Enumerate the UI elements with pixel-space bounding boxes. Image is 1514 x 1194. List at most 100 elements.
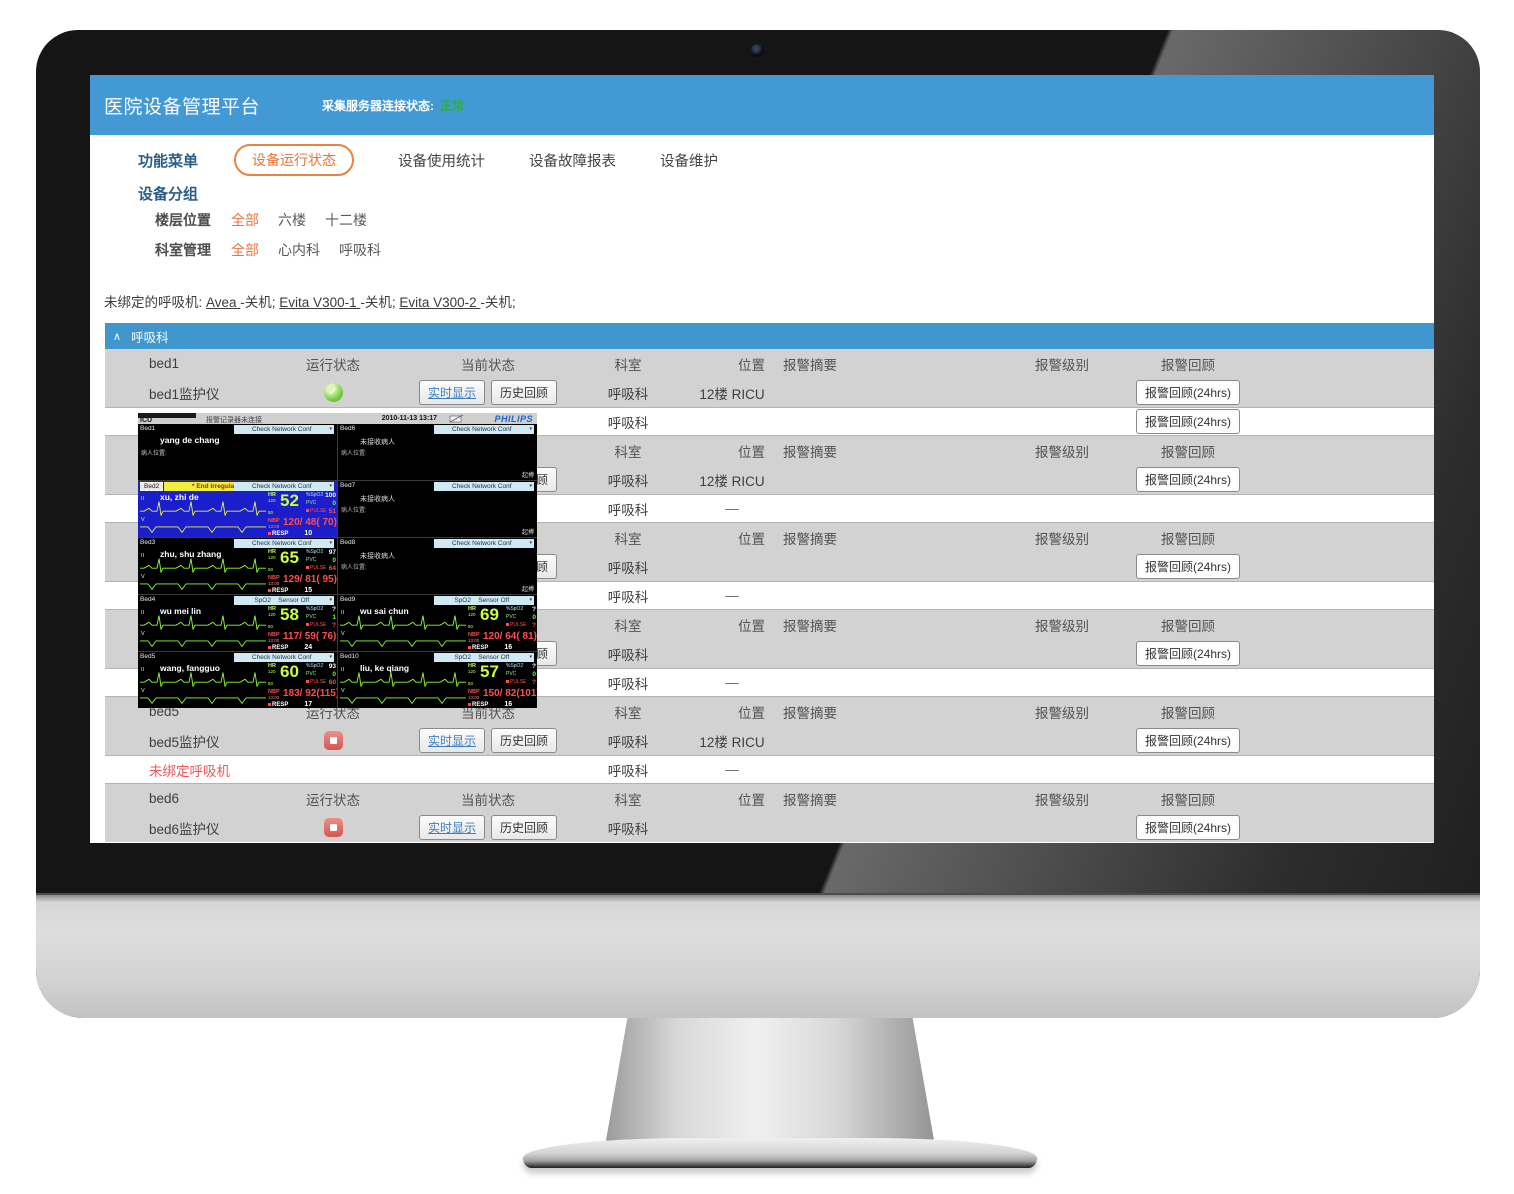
patient-name: liu, ke qiang (360, 663, 410, 673)
no-patient-label: 未接收病人 (360, 439, 395, 446)
bed-dropdown[interactable]: Check Network Conf ▾ (434, 425, 534, 434)
monitor-bed-tile: Bed5 Check Network Conf ▾ wang, fangguo II V H… (138, 652, 337, 708)
device-department: 呼吸科 (607, 821, 649, 837)
pulse-row: PULSE? (506, 678, 536, 686)
ventilator-state: -关机; (480, 295, 516, 310)
alarm-review-24hrs-button[interactable]: 报警回顾(24hrs) (1135, 815, 1240, 840)
hr-limit-high: 120 (268, 669, 276, 674)
realtime-display-button[interactable]: 实时显示 (418, 815, 485, 840)
alarm-review-24hrs-button[interactable]: 报警回顾(24hrs) (1135, 728, 1240, 753)
monitor-status-chip (138, 413, 196, 418)
filter-option[interactable]: 十二楼 (325, 212, 367, 228)
pulse-row: PULSE? (306, 621, 336, 629)
patient-name: zhu, shu zhang (160, 549, 222, 559)
hr-label: HR (468, 663, 476, 669)
device-grouping-label: 设备分组 (138, 186, 199, 203)
col-department: 科室 (614, 792, 642, 808)
bed-dropdown[interactable]: SpO2 Sensor Off ▾ (434, 596, 534, 605)
resp-value: 16 (504, 644, 513, 651)
alarm-review-24hrs-button[interactable]: 报警回顾(24hrs) (1135, 409, 1240, 434)
device-location: 12楼 RICU (699, 473, 765, 489)
pacing-label: 起搏 (521, 473, 534, 479)
ventilator-link[interactable]: Avea (206, 295, 241, 310)
alarm-off-icon (268, 645, 271, 649)
filter-option[interactable]: 六楼 (278, 212, 306, 228)
filter-option[interactable]: 心内科 (278, 242, 320, 258)
pulse-value: ? (532, 678, 536, 686)
spo2-pvc-pulse-block: %SpO2? PVC 1 PULSE? (306, 605, 336, 629)
realtime-display-button[interactable]: 实时显示 (418, 728, 485, 753)
device-name: bed1监护仪 (149, 386, 220, 402)
tab-device-fault-report[interactable]: 设备故障报表 (529, 153, 617, 170)
bed-dropdown[interactable]: Check Network Conf ▾ (234, 482, 334, 491)
alarm-review-cell: 报警回顾(24hrs) (1119, 554, 1257, 579)
filter-option[interactable]: 全部 (231, 242, 259, 258)
nbp-value: 129/ 81( 95) (283, 574, 337, 585)
alarm-review-24hrs-button[interactable]: 报警回顾(24hrs) (1135, 380, 1240, 405)
ventilator-link[interactable]: Evita V300-2 (399, 295, 481, 310)
hr-label: HR (268, 663, 276, 669)
ecg-waveform (140, 526, 266, 534)
pvc-label: PVC (306, 614, 317, 620)
history-review-button[interactable]: 历史回顾 (491, 728, 558, 753)
history-review-button[interactable]: 历史回顾 (491, 815, 558, 840)
tab-device-usage-stats[interactable]: 设备使用统计 (398, 153, 486, 170)
col-department: 科室 (614, 357, 642, 373)
alarm-recorder-icon (449, 414, 464, 423)
pvc-label: PVC (306, 500, 317, 506)
monitor-stand-base (523, 1138, 1037, 1168)
resp-block: RESP 17 (268, 701, 312, 708)
device-row: bed5监护仪 实时显示 历史回顾 呼吸科 12楼 RICU 报警回顾(24hrs) (105, 726, 1434, 755)
bed-dropdown[interactable]: Check Network Conf ▾ (434, 482, 534, 491)
lead-ii-label: II (141, 553, 145, 559)
section-bar-respiratory[interactable]: ∧ 呼吸科 (105, 323, 1434, 349)
spo2-label: %SpO2 (306, 606, 324, 612)
alarm-review-24hrs-button[interactable]: 报警回顾(24hrs) (1135, 554, 1240, 579)
alarm-review-cell: 报警回顾(24hrs) (1119, 380, 1257, 405)
pvc-label: PVC (506, 614, 517, 620)
filter-option[interactable]: 呼吸科 (339, 242, 381, 258)
lead-v-label: V (141, 688, 145, 694)
alarm-review-cell: 报警回顾(24hrs) (1119, 409, 1257, 434)
ventilator-link[interactable]: Evita V300-1 (279, 295, 361, 310)
col-running-status: 运行状态 (306, 705, 360, 721)
bed-dropdown[interactable]: SpO2 Sensor Off ▾ (434, 653, 534, 662)
monitor-bed-tile: Bed10 SpO2 Sensor Off ▾ liu, ke qiang II V HR 1… (338, 652, 537, 708)
history-review-button[interactable]: 历史回顾 (491, 380, 558, 405)
ventilator-department: 呼吸科 (607, 763, 649, 779)
tab-device-running-status[interactable]: 设备运行状态 (234, 144, 355, 176)
lead-v-label: V (141, 631, 145, 637)
resp-value: 17 (304, 701, 313, 708)
bed-dropdown[interactable]: SpO2 Sensor Off ▾ (234, 596, 334, 605)
col-alarm-level: 报警级别 (1035, 618, 1089, 634)
alarm-review-24hrs-button[interactable]: 报警回顾(24hrs) (1135, 641, 1240, 666)
alarm-off-icon (468, 702, 471, 706)
alarm-off-icon (306, 509, 309, 513)
monitor-bed-tile: Bed7 Check Network Conf ▾ 未接收病人 病人位置: 起搏 (338, 481, 537, 537)
col-alarm-level: 报警级别 (1035, 531, 1089, 547)
filter-department: 科室管理 全部 心内科 呼吸科 (155, 240, 400, 260)
tab-device-maintenance[interactable]: 设备维护 (660, 153, 719, 170)
bed-id-label: Bed2 (140, 482, 164, 491)
pvc-label: PVC (506, 671, 517, 677)
col-location: 位置 (738, 792, 765, 808)
ecg-waveform (140, 640, 266, 648)
nbp-label: NBP (268, 632, 280, 638)
ventilator-state: -关机; (360, 295, 400, 310)
alarm-review-24hrs-button[interactable]: 报警回顾(24hrs) (1135, 467, 1240, 492)
collapse-chevron-icon[interactable]: ∧ (113, 330, 122, 343)
filter-option[interactable]: 全部 (231, 212, 259, 228)
bed-id-label: Bed3 (140, 539, 156, 546)
bed-dropdown[interactable]: Check Network Conf ▾ (234, 425, 334, 434)
col-alarm-level: 报警级别 (1035, 357, 1089, 373)
vitals-column: HR 120 50 69 %SpO2? PVC 0 PULSE? NBP 13:00 120/ 64… (468, 605, 537, 651)
bed-id-label: Bed8 (340, 539, 356, 546)
bed-dropdown[interactable]: Check Network Conf ▾ (234, 653, 334, 662)
bed-dropdown[interactable]: Check Network Conf ▾ (434, 539, 534, 548)
realtime-display-button[interactable]: 实时显示 (418, 380, 485, 405)
spo2-value: 97 (328, 548, 336, 556)
monitor-bed-tile: Bed8 Check Network Conf ▾ 未接收病人 病人位置: 起搏 (338, 538, 537, 594)
hr-limit-low: 50 (268, 624, 274, 629)
resp-value: 15 (304, 587, 313, 594)
bed-dropdown[interactable]: Check Network Conf ▾ (234, 539, 334, 548)
